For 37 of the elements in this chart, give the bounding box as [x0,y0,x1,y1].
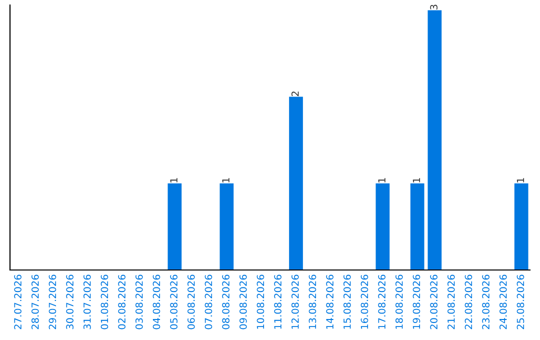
x-tick-label: 18.08.2026 [395,274,403,329]
x-tick-label: 21.08.2026 [447,274,455,330]
x-tick-label: 11.08.2026 [274,274,282,329]
x-tick-label: 05.08.2026 [170,274,178,330]
x-tick-label: 04.08.2026 [152,274,160,330]
x-tick-label: 15.08.2026 [343,274,351,329]
x-tick-label: 19.08.2026 [412,274,420,329]
x-tick-label: 14.08.2026 [326,274,334,329]
x-tick-label: 03.08.2026 [135,274,143,330]
x-tick-label: 29.07.2026 [48,274,56,330]
x-tick-label: 20.08.2026 [430,274,438,330]
data-label: 2 [291,92,299,96]
x-tick-label: 10.08.2026 [256,274,264,329]
x-tick-label: 01.08.2026 [100,274,108,330]
x-tick-label: 31.07.2026 [83,274,91,330]
data-label: 1 [412,178,420,182]
data-label: 1 [170,178,178,182]
x-tick-label: 17.08.2026 [378,274,386,329]
x-tick-label: 12.08.2026 [291,274,299,329]
x-tick-label: 06.08.2026 [187,274,195,330]
x-tick-label: 30.07.2026 [66,274,74,330]
x-tick-label: 24.08.2026 [499,274,507,330]
x-tick-label: 16.08.2026 [360,274,368,329]
data-label: 3 [430,4,438,10]
data-label: 1 [222,178,230,182]
x-tick-label: 13.08.2026 [308,274,316,329]
x-tick-label: 23.08.2026 [482,274,490,330]
data-label: 1 [516,178,524,182]
x-tick-label: 28.07.2026 [31,274,39,330]
x-tick-label: 02.08.2026 [118,274,126,330]
x-tick-label: 09.08.2026 [239,274,247,330]
x-tick-label: 07.08.2026 [204,274,212,330]
x-tick-label: 08.08.2026 [222,274,230,330]
x-tick-label: 27.07.2026 [14,274,22,330]
x-tick-label: 25.08.2026 [516,274,524,330]
x-tick-label: 22.08.2026 [464,274,472,330]
data-label: 1 [378,178,386,182]
